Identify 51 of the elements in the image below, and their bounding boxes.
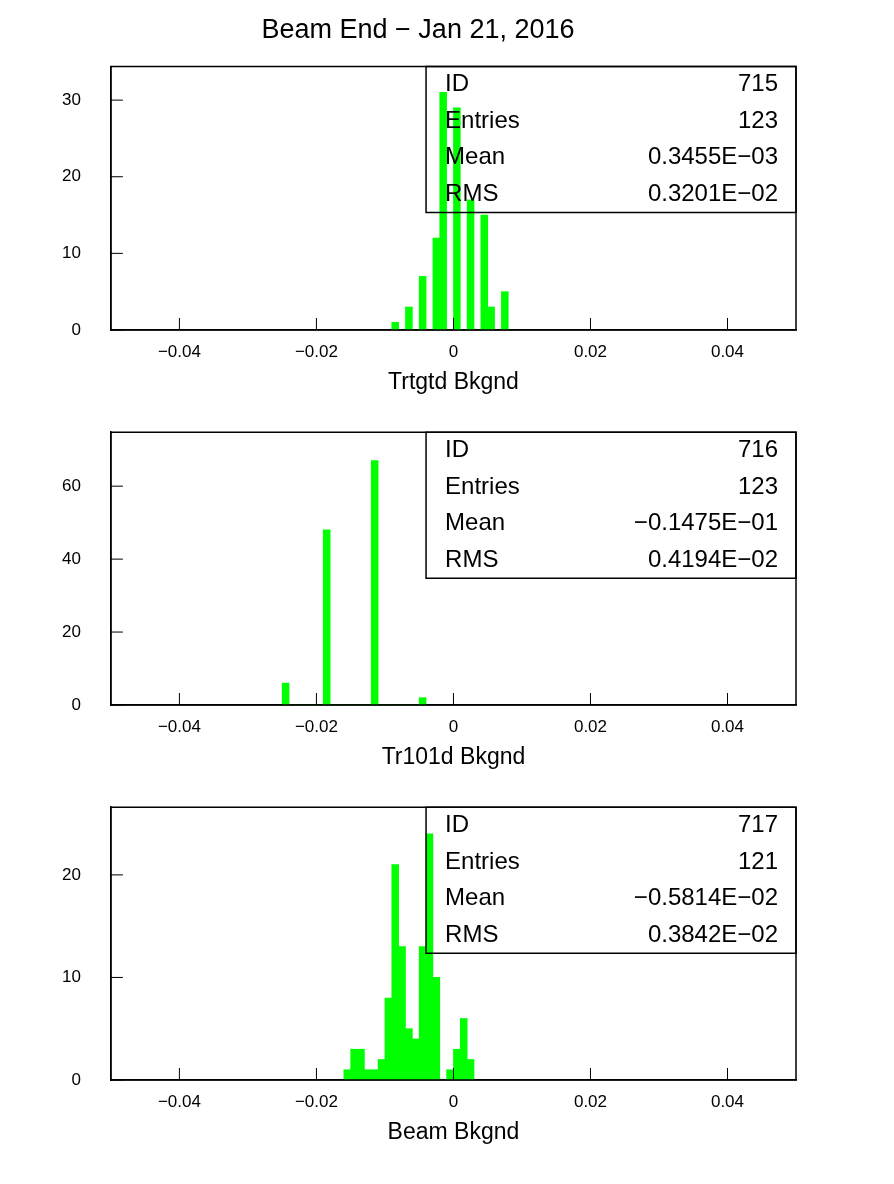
x-tick-label: 0 — [448, 1091, 459, 1111]
x-axis-title: Tr101d Bkgnd — [381, 742, 526, 769]
y-tick-label: 20 — [61, 621, 81, 641]
y-tick-label: 10 — [61, 243, 81, 263]
annotation: Mean — [445, 508, 506, 536]
annotation: Entries — [445, 846, 520, 874]
x-tick-label: −0.04 — [157, 1091, 201, 1111]
annotation: ID — [445, 810, 470, 838]
annotation: 717 — [737, 810, 778, 838]
annotation: −0.5814E−02 — [633, 883, 778, 911]
annotation: 716 — [737, 435, 778, 463]
annotation: 123 — [737, 471, 778, 499]
annotation: 123 — [737, 105, 778, 133]
y-tick-label: 20 — [61, 864, 81, 884]
x-tick-label: 0.02 — [573, 716, 608, 736]
x-tick-label: 0 — [448, 716, 459, 736]
y-tick-label: 60 — [61, 475, 81, 495]
annotation: Entries — [445, 471, 520, 499]
annotation: RMS — [445, 544, 499, 572]
annotation: RMS — [445, 919, 499, 947]
annotation: −0.1475E−01 — [633, 508, 778, 536]
x-axis-title: Beam Bkgnd — [387, 1117, 520, 1144]
y-tick-label: 40 — [61, 548, 81, 568]
x-tick-label: 0 — [448, 341, 459, 361]
annotation: 0.3455E−03 — [647, 142, 778, 170]
x-tick-label: −0.04 — [157, 341, 201, 361]
annotation: Mean — [445, 883, 506, 911]
annotation: 0.3201E−02 — [647, 178, 778, 206]
x-tick-label: 0.04 — [710, 341, 745, 361]
x-tick-label: −0.02 — [294, 716, 338, 736]
annotation: ID — [445, 69, 470, 97]
y-tick-label: 30 — [61, 89, 81, 109]
x-tick-label: −0.02 — [294, 341, 338, 361]
annotation: ID — [445, 435, 470, 463]
x-tick-label: 0.02 — [573, 341, 608, 361]
x-tick-label: −0.02 — [294, 1091, 338, 1111]
annotation: 121 — [737, 846, 778, 874]
y-tick-label: 20 — [61, 166, 81, 186]
x-tick-label: 0.02 — [573, 1091, 608, 1111]
x-axis-title: Trtgtd Bkgnd — [388, 367, 519, 394]
x-tick-label: 0.04 — [710, 1091, 745, 1111]
x-tick-label: −0.04 — [157, 716, 201, 736]
chart-title: Beam End − Jan 21, 2016 — [261, 13, 575, 44]
annotation: 715 — [737, 69, 778, 97]
y-tick-label: 10 — [61, 967, 81, 987]
x-tick-label: 0.04 — [710, 716, 745, 736]
y-tick-label: 0 — [71, 1069, 81, 1089]
annotation: 0.4194E−02 — [647, 544, 778, 572]
y-tick-label: 0 — [71, 694, 81, 714]
y-tick-label: 0 — [71, 319, 81, 339]
annotation: 0.3842E−02 — [647, 919, 778, 947]
